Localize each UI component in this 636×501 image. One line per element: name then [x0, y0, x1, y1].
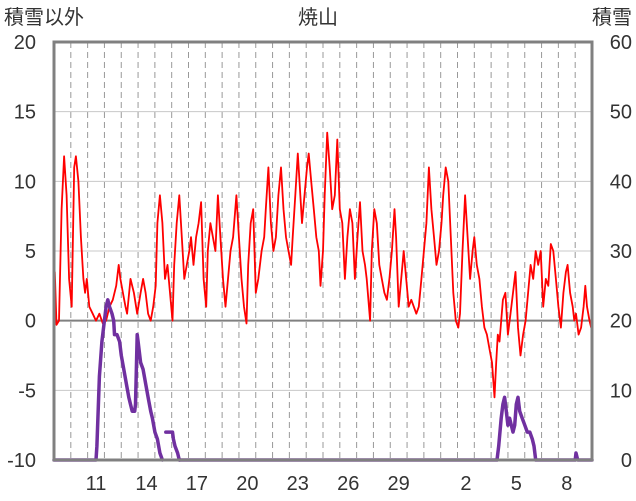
temperature-line: [53, 131, 593, 399]
right-axis-tick-label: 40: [610, 171, 632, 193]
x-axis-tick-label: 29: [388, 473, 410, 495]
x-axis-tick-label: 23: [287, 473, 309, 495]
right-axis-tick-label: 10: [610, 380, 632, 402]
x-axis-tick-label: 14: [135, 473, 157, 495]
series-group: [52, 131, 594, 462]
snow-depth-line: [52, 298, 165, 462]
left-axis-title: 積雪以外: [4, 6, 84, 29]
right-axis-tick-label: 0: [621, 450, 632, 472]
left-axis-tick-label: 20: [14, 32, 36, 54]
x-axis-tick-label: 11: [86, 473, 107, 495]
left-axis-tick-label: 0: [25, 311, 36, 333]
right-axis-tick-label: 20: [610, 311, 632, 333]
x-axis-tick-label: 26: [337, 473, 359, 495]
left-axis-tick-label: 10: [14, 171, 36, 193]
right-axis-tick-label: 50: [610, 102, 632, 124]
left-axis-tick-label: -5: [18, 380, 36, 402]
left-axis-tick-label: 15: [14, 102, 36, 124]
right-axis-title: 積雪: [592, 6, 632, 29]
right-axis-tick-label: 30: [610, 241, 632, 263]
x-axis-tick-label: 20: [236, 473, 258, 495]
plot-frame: [52, 40, 594, 462]
snow-depth-line: [164, 430, 182, 462]
right-axis-tick-label: 60: [610, 32, 632, 54]
x-axis-tick-label: 8: [561, 473, 572, 495]
left-axis-tick-label: 5: [25, 241, 36, 263]
x-axis-tick-label: 17: [186, 473, 208, 495]
chart-title: 焼山: [298, 6, 338, 29]
snow-depth-line: [177, 395, 594, 462]
x-axis-tick-label: 2: [460, 473, 471, 495]
left-axis-tick-label: -10: [7, 450, 36, 472]
x-axis-tick-label: 5: [511, 473, 522, 495]
